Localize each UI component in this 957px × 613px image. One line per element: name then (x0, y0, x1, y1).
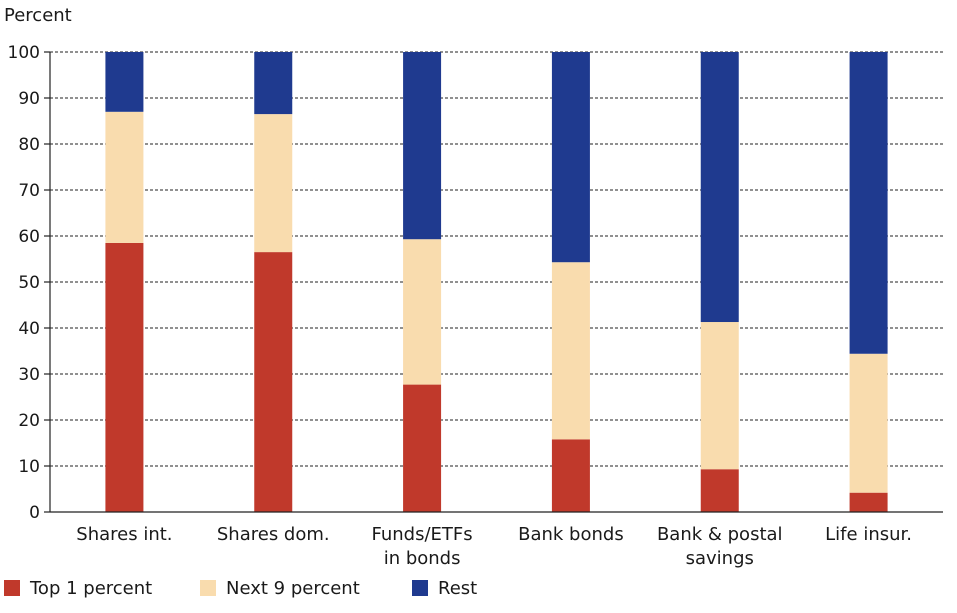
x-category-label: Funds/ETFs in bonds (372, 524, 473, 569)
bar-segment (105, 52, 144, 112)
bar-segment (700, 52, 739, 323)
gridlines (50, 51, 943, 467)
legend-item: Rest (412, 578, 477, 599)
bar-segment (403, 52, 442, 240)
legend-swatch (200, 580, 216, 596)
x-axis-labels: Shares int. Shares dom. Funds/ETFs in bonds… (76, 524, 912, 569)
bar-segment (403, 384, 442, 512)
bars (105, 52, 888, 512)
legend-item: Top 1 percent (4, 578, 152, 599)
y-tick-label: 80 (18, 135, 40, 155)
y-tick-label: 100 (8, 43, 40, 63)
legend-swatch (4, 580, 20, 596)
x-category-label: Bank bonds (518, 524, 624, 545)
y-tick-label: 30 (18, 365, 40, 385)
legend-label: Next 9 percent (226, 578, 360, 599)
bar-segment (551, 52, 590, 263)
bar-segment (403, 239, 442, 385)
y-tick-label: 40 (18, 319, 40, 339)
x-category-label: Bank & postal savings (657, 524, 783, 569)
y-tick-label: 50 (18, 273, 40, 293)
x-category-label: Shares int. (76, 524, 172, 545)
bar-segment (105, 242, 144, 512)
y-tick-label: 90 (18, 89, 40, 109)
bar-segment (700, 322, 739, 470)
bar-segment (700, 469, 739, 512)
bar-segment (254, 252, 293, 512)
bar-segment (105, 111, 144, 243)
y-tick-label: 70 (18, 181, 40, 201)
legend: Top 1 percent Next 9 percent Rest (4, 578, 477, 599)
y-tick-label: 20 (18, 411, 40, 431)
x-category-label: Life insur. (825, 524, 912, 545)
legend-label: Top 1 percent (29, 578, 152, 599)
bar-segment (551, 262, 590, 440)
legend-label: Rest (438, 578, 477, 599)
bar-segment (254, 114, 293, 253)
bar-segment (254, 52, 293, 115)
legend-item: Next 9 percent (200, 578, 360, 599)
y-tick-label: 10 (18, 457, 40, 477)
y-tick-label: 60 (18, 227, 40, 247)
bar-segment (551, 439, 590, 512)
y-axis-ticks: 0 10 20 30 40 50 60 70 80 90 100 (8, 43, 50, 523)
y-unit-label: Percent (4, 5, 72, 26)
legend-swatch (412, 580, 428, 596)
y-tick-label: 0 (29, 503, 40, 523)
bar-segment (849, 353, 888, 493)
axes (49, 52, 943, 513)
x-category-label: Shares dom. (217, 524, 330, 545)
bar-segment (849, 52, 888, 354)
bar-segment (849, 492, 888, 512)
